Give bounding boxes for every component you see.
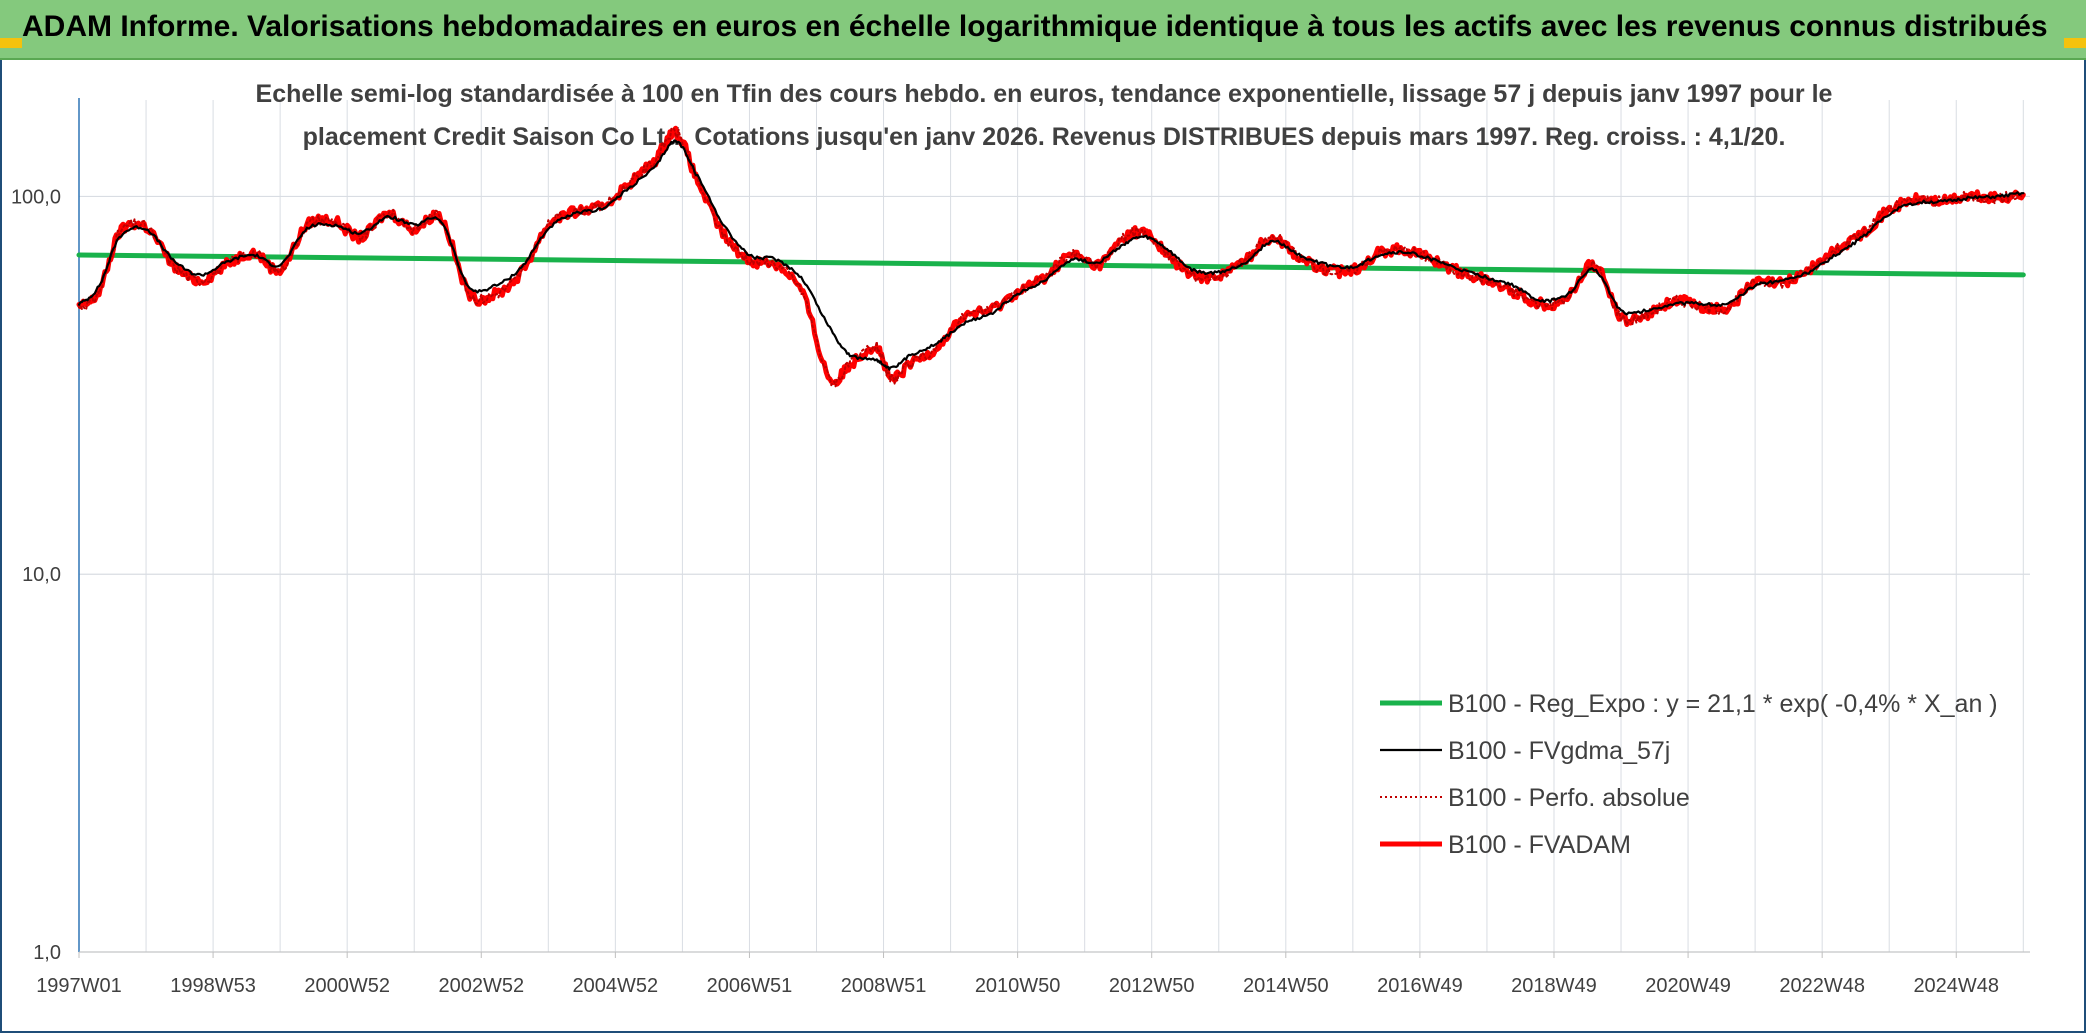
x-tick-label: 2012W50 (1109, 975, 1195, 997)
x-tick-label: 2024W48 (1913, 975, 1999, 997)
x-tick-label: 2014W50 (1243, 975, 1329, 997)
y-tick-label: 100,0 (11, 186, 61, 208)
x-tick-label: 2022W48 (1779, 975, 1865, 997)
y-tick-label: 1,0 (33, 942, 61, 964)
line-chart: 1,0 10,0 100,0 1997W01 1998W53 2000W52 2002W52… (11, 80, 2030, 997)
series-line-0 (76, 252, 2026, 278)
chart-frame: 1,0 10,0 100,0 1997W01 1998W53 2000W52 2002W52… (0, 60, 2086, 1033)
x-tick-label: 2000W52 (304, 975, 390, 997)
x-tick-label: 2004W52 (573, 975, 659, 997)
report-banner: ADAM Informe. Valorisations hebdomadaire… (0, 0, 2086, 60)
x-tick-label: 2008W51 (841, 975, 927, 997)
corner-marker-right (2064, 38, 2086, 48)
x-tick-label: 2010W50 (975, 975, 1061, 997)
legend-label: B100 - Perfo. absolue (1448, 784, 1690, 812)
x-tick-label: 2006W51 (707, 975, 793, 997)
x-tick-label: 1997W01 (36, 975, 122, 997)
legend-label: B100 - FVADAM (1448, 831, 1631, 859)
series-line-1 (77, 139, 2025, 371)
chart-subtitle-line-1: Echelle semi-log standardisée à 100 en T… (256, 80, 1833, 108)
legend-label: B100 - FVgdma_57j (1448, 737, 1670, 765)
axis-layer: 1,0 10,0 100,0 1997W01 1998W53 2000W52 2002W52… (11, 98, 2030, 997)
report-title: ADAM Informe. Valorisations hebdomadaire… (22, 10, 2048, 43)
x-tick-label: 2002W52 (438, 975, 524, 997)
grid-layer (79, 100, 2030, 953)
series-layer (76, 125, 2026, 388)
x-tick-label: 2018W49 (1511, 975, 1597, 997)
corner-marker-left (0, 38, 22, 48)
x-tick-label: 2020W49 (1645, 975, 1731, 997)
x-tick-label: 1998W53 (170, 975, 256, 997)
chart-subtitle-line-2: placement Credit Saison Co Ltd. Cotation… (303, 123, 1786, 151)
chart-legend: B100 - Reg_Expo : y = 21,1 * exp( -0,4% … (1380, 690, 1998, 859)
x-tick-label: 2016W49 (1377, 975, 1463, 997)
legend-label: B100 - Reg_Expo : y = 21,1 * exp( -0,4% … (1448, 690, 1998, 718)
y-tick-label: 10,0 (22, 564, 61, 586)
